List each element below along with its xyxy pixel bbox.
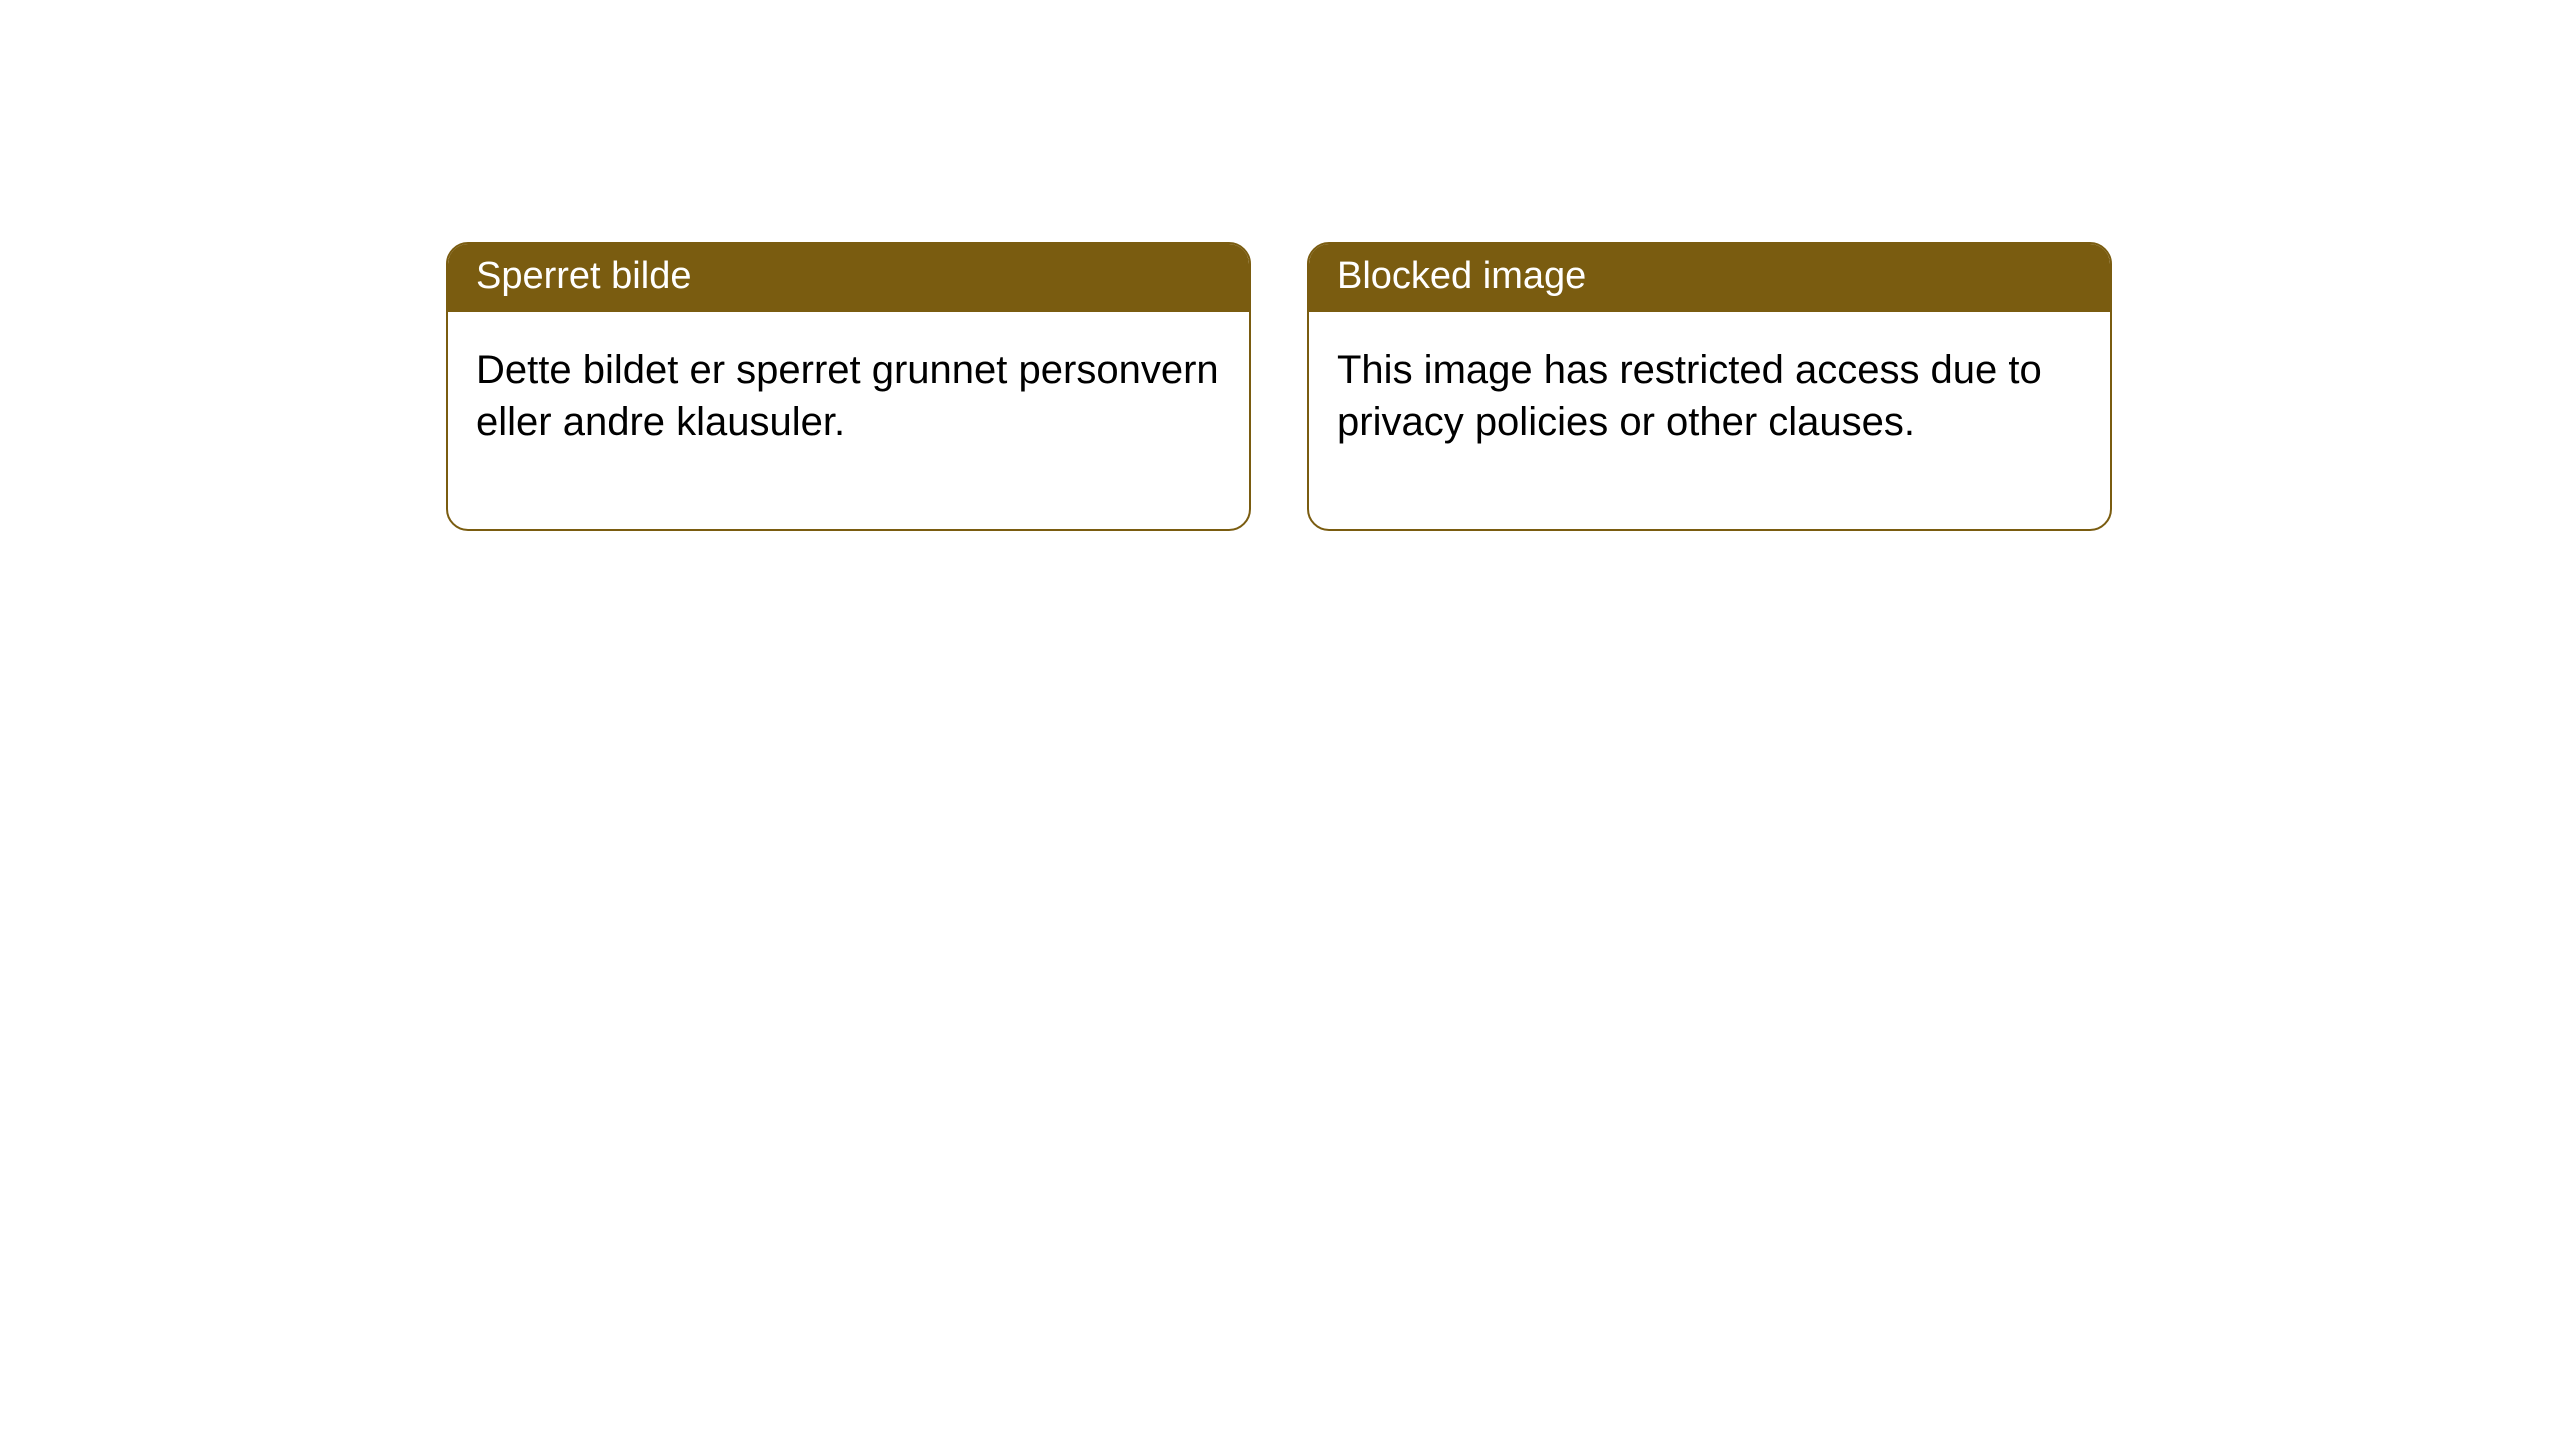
card-body-no: Dette bildet er sperret grunnet personve… bbox=[448, 312, 1249, 530]
card-message-no: Dette bildet er sperret grunnet personve… bbox=[476, 348, 1219, 445]
card-body-en: This image has restricted access due to … bbox=[1309, 312, 2110, 530]
card-title-no: Sperret bilde bbox=[476, 255, 691, 297]
notice-container: Sperret bilde Dette bildet er sperret gr… bbox=[0, 0, 2560, 531]
card-header-en: Blocked image bbox=[1309, 244, 2110, 312]
blocked-image-card-en: Blocked image This image has restricted … bbox=[1307, 242, 2112, 531]
blocked-image-card-no: Sperret bilde Dette bildet er sperret gr… bbox=[446, 242, 1251, 531]
card-title-en: Blocked image bbox=[1337, 255, 1586, 297]
card-header-no: Sperret bilde bbox=[448, 244, 1249, 312]
card-message-en: This image has restricted access due to … bbox=[1337, 348, 2042, 445]
